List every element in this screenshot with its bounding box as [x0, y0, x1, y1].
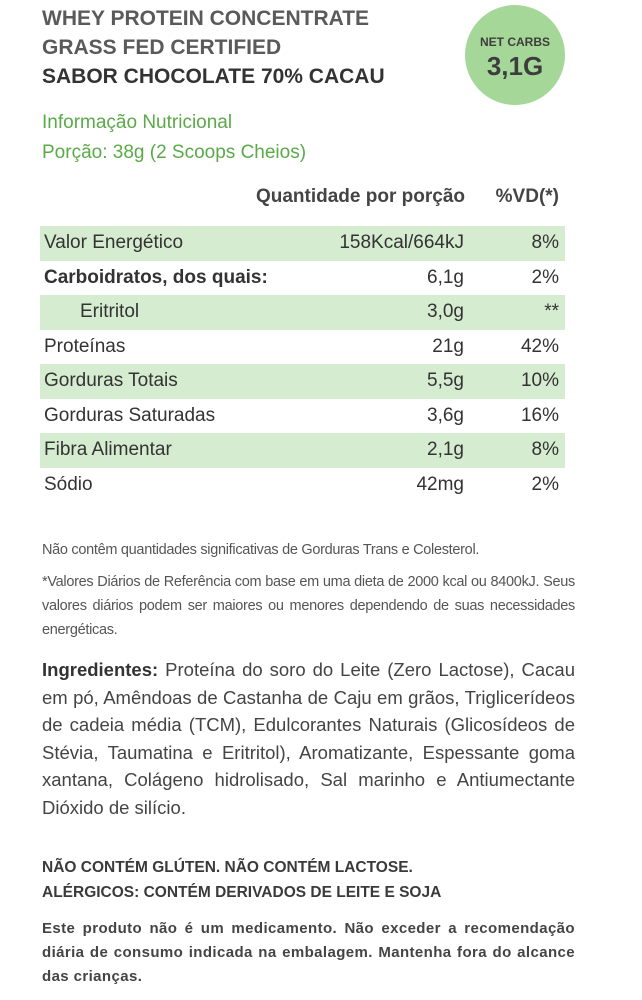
daily-value: 2%	[531, 473, 559, 495]
daily-value: 16%	[520, 404, 559, 426]
badge-label: NET CARBS	[479, 35, 550, 49]
amount: 2,1g	[427, 439, 464, 461]
daily-value: 2%	[531, 266, 559, 288]
title-line: SABOR CHOCOLATE 70% CACAU	[42, 65, 385, 88]
section-title: Informação Nutricional	[42, 112, 233, 133]
amount: 3,6g	[427, 404, 464, 426]
title-line: WHEY PROTEIN CONCENTRATE	[42, 7, 370, 30]
table-row: Eritritol 3,0g **	[40, 295, 565, 330]
ingredients: Ingredientes: Proteína do soro do Leite …	[42, 656, 575, 821]
amount: 3,0g	[427, 301, 464, 323]
amount: 158Kcal/664kJ	[339, 232, 464, 254]
nutrient: Fibra Alimentar	[44, 439, 172, 461]
nutrient: Eritritol	[80, 301, 140, 323]
table-header: Quantidade por porção %VD(*)	[40, 186, 565, 216]
product-title: WHEY PROTEIN CONCENTRATE GRASS FED CERTI…	[42, 4, 385, 91]
daily-value: 42%	[520, 335, 559, 357]
nutrient: Proteínas	[44, 335, 126, 357]
column-header: Quantidade por porção	[255, 186, 465, 207]
amount: 42mg	[416, 473, 464, 495]
amount: 5,5g	[427, 370, 464, 392]
daily-value: 10%	[520, 370, 559, 392]
nutrition-table: Valor Energético 158Kcal/664kJ 8% Carboidra…	[40, 226, 565, 502]
nutrient: Carboidratos, dos quais:	[44, 266, 268, 288]
daily-value: **	[544, 301, 559, 323]
table-row: Gorduras Saturadas 3,6g 16%	[40, 399, 565, 434]
ingredients-label: Ingredientes:	[42, 659, 159, 680]
column-header: %VD(*)	[495, 186, 559, 207]
badge-value: 3,1G	[486, 51, 544, 81]
disclaimer: Este produto não é um medicamento. Não e…	[42, 920, 575, 985]
serving: Porção: 38g (2 Scoops Cheios)	[42, 142, 307, 163]
ingredients-text: Proteína do soro do Leite (Zero Lactose)…	[42, 659, 575, 818]
note: *Valores Diários de Referência com base …	[42, 574, 575, 638]
nutrient: Gorduras Saturadas	[44, 404, 216, 426]
amount: 21g	[432, 335, 464, 357]
table-row: Carboidratos, dos quais: 6,1g 2%	[40, 261, 565, 296]
net-carbs-badge: NET CARBS 3,1G	[465, 5, 565, 105]
daily-value: 8%	[531, 439, 559, 461]
warning: NÃO CONTÉM GLÚTEN. NÃO CONTÉM LACTOSE.	[42, 859, 413, 876]
table-row: Gorduras Totais 5,5g 10%	[40, 364, 565, 399]
nutrient: Sódio	[44, 473, 93, 495]
table-row: Valor Energético 158Kcal/664kJ 8%	[40, 226, 565, 261]
nutrient: Valor Energético	[44, 232, 184, 254]
table-row: Proteínas 21g 42%	[40, 330, 565, 365]
nutrient: Gorduras Totais	[44, 370, 178, 392]
notes: Não contêm quantidades significativas de…	[42, 538, 575, 650]
subtitle: Informação Nutricional Porção: 38g (2 Sc…	[42, 108, 306, 168]
amount: 6,1g	[427, 266, 464, 288]
warning: ALÉRGICOS: CONTÉM DERIVADOS DE LEITE E S…	[42, 884, 442, 901]
title-line: GRASS FED CERTIFIED	[42, 36, 282, 59]
warnings: NÃO CONTÉM GLÚTEN. NÃO CONTÉM LACTOSE. A…	[42, 855, 441, 905]
daily-value: 8%	[531, 232, 559, 254]
table-row: Fibra Alimentar 2,1g 8%	[40, 433, 565, 468]
note: Não contêm quantidades significativas de…	[42, 542, 480, 558]
table-row: Sódio 42mg 2%	[40, 468, 565, 503]
